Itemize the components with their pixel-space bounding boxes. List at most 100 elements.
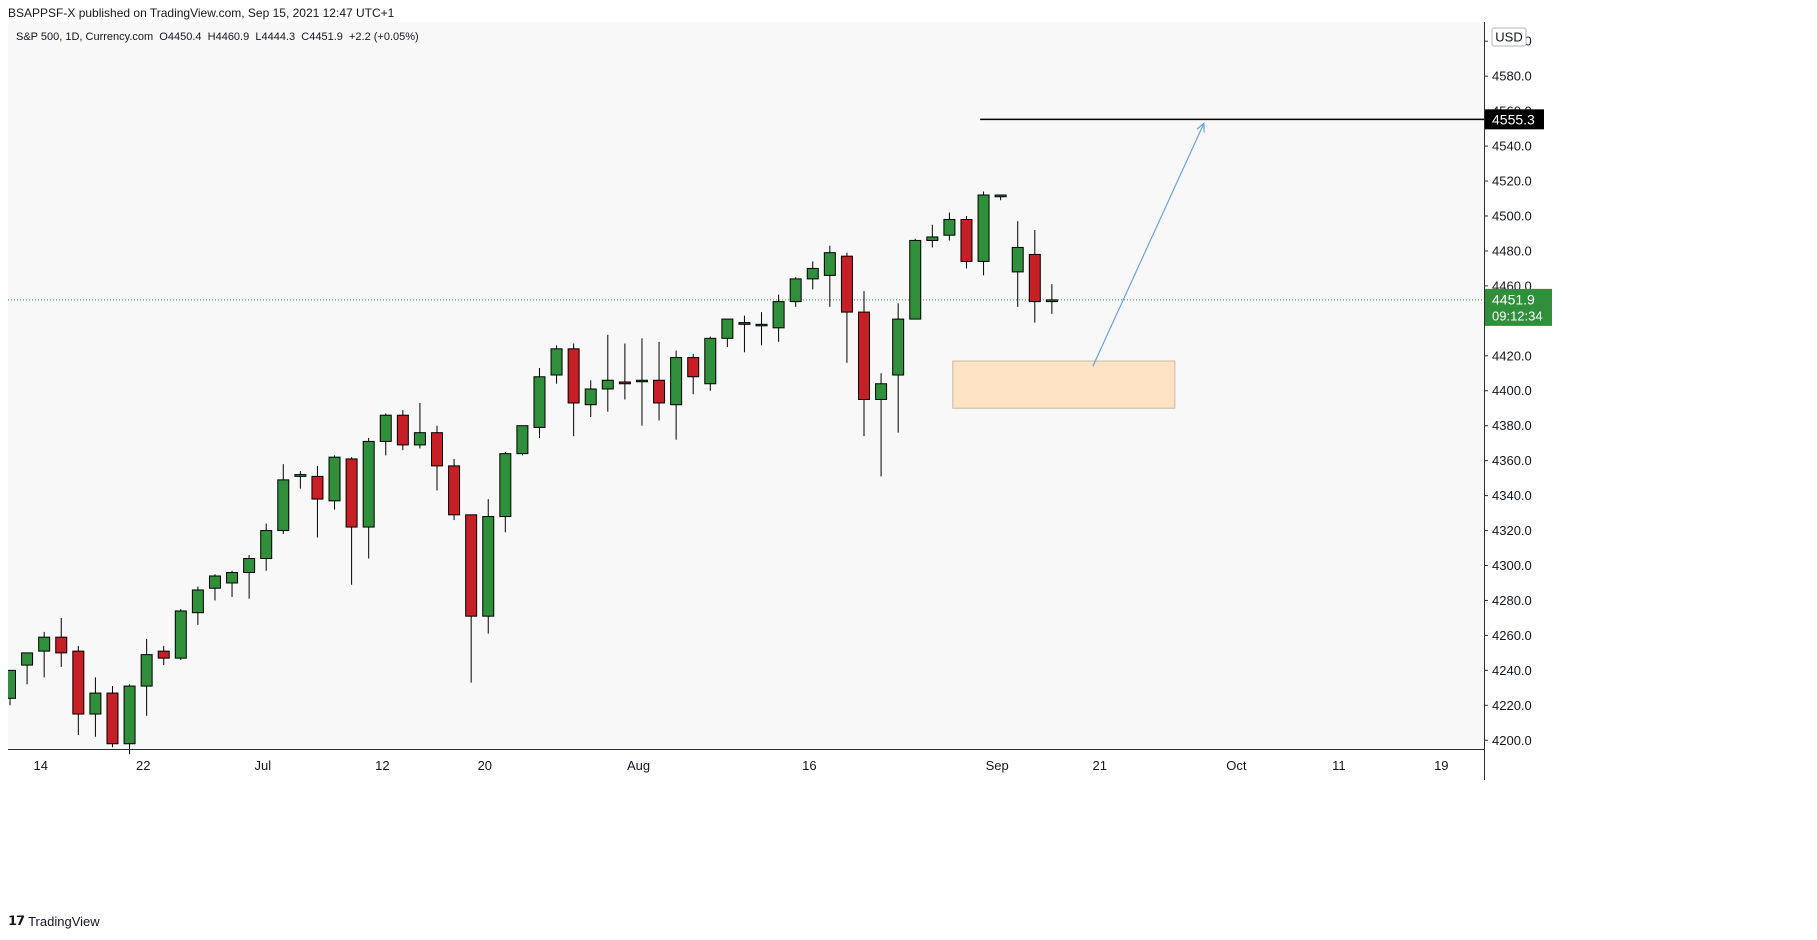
symbol-legend[interactable]: S&P 500, 1D, Currency.com O4450.4 H4460.…	[16, 31, 419, 43]
candle[interactable]	[1045, 284, 1058, 314]
candle-body	[892, 318, 905, 376]
candle[interactable]	[533, 368, 546, 438]
candle[interactable]	[72, 645, 85, 736]
time-tick-label: 14	[34, 758, 48, 773]
candle[interactable]	[943, 212, 956, 241]
projection-arrow-head	[1196, 122, 1205, 133]
candle[interactable]	[413, 402, 426, 449]
candle[interactable]	[345, 457, 358, 585]
candle[interactable]	[277, 464, 290, 535]
candle[interactable]	[635, 338, 648, 426]
candle[interactable]	[140, 638, 153, 716]
candle[interactable]	[311, 465, 324, 538]
candle[interactable]	[208, 574, 221, 601]
candle[interactable]	[772, 294, 785, 342]
target-price-badge[interactable]: 4555.3	[1485, 109, 1544, 130]
tradingview-logo-icon: 𝟭𝟳	[8, 913, 25, 928]
candle[interactable]	[653, 341, 666, 421]
bar-countdown-label: 09:12:34	[1492, 308, 1543, 323]
candle[interactable]	[89, 677, 102, 737]
footer-brand[interactable]: 𝟭𝟳 TradingView	[8, 913, 100, 929]
candle[interactable]	[431, 425, 443, 491]
candlestick-chart[interactable]: 4200.0 4220.0 4240.0 4260.0 4280.0 4300.0 4320…	[8, 22, 1772, 920]
candle[interactable]	[174, 609, 187, 660]
candle[interactable]	[157, 645, 170, 666]
current-price-badge[interactable]: 4451.909:12:34	[1485, 288, 1552, 326]
candle-body	[431, 432, 443, 467]
candle[interactable]	[379, 413, 392, 456]
symbol-info: S&P 500, 1D, Currency.com	[16, 31, 153, 43]
projection-arrow-line[interactable]	[1092, 123, 1205, 367]
candle[interactable]	[55, 617, 68, 667]
candle[interactable]	[465, 514, 478, 683]
time-tick-label: 11	[1332, 758, 1346, 773]
current-price-badge-box	[1485, 288, 1552, 326]
candle[interactable]	[1011, 221, 1024, 307]
candle[interactable]	[362, 437, 375, 559]
candle[interactable]	[875, 373, 888, 477]
price-tick-label: 4280.0	[1492, 593, 1532, 608]
price-tick-label: 4340.0	[1492, 488, 1532, 503]
plot-background[interactable]	[8, 22, 1484, 749]
candle[interactable]	[806, 261, 819, 290]
candle[interactable]	[294, 471, 307, 489]
candle[interactable]	[840, 252, 853, 363]
candle[interactable]	[960, 215, 973, 269]
candle-body	[21, 652, 34, 666]
candle[interactable]	[482, 499, 495, 634]
candle[interactable]	[892, 303, 905, 433]
candle[interactable]	[226, 570, 239, 597]
candle-body	[226, 571, 239, 584]
candle-body	[926, 236, 939, 241]
candle[interactable]	[601, 334, 614, 412]
ohlc-low-value: 4444.3	[261, 31, 295, 43]
candle[interactable]	[909, 238, 922, 320]
candle[interactable]	[789, 277, 802, 307]
candle[interactable]	[516, 425, 529, 456]
candle-body	[277, 479, 290, 532]
demand-zone-rect[interactable]	[952, 360, 1176, 409]
price-tick-label: 4540.0	[1492, 139, 1532, 154]
candle[interactable]	[499, 451, 512, 533]
candle-body	[584, 388, 597, 406]
current-price-label: 4451.9	[1492, 291, 1535, 307]
candle[interactable]	[38, 631, 51, 678]
candle[interactable]	[191, 586, 204, 625]
candle[interactable]	[721, 318, 734, 348]
candle[interactable]	[396, 409, 409, 451]
candle[interactable]	[858, 291, 870, 437]
ohlc-open-value: 4450.4	[168, 31, 202, 43]
candle-body	[89, 692, 102, 715]
currency-badge[interactable]: USD	[1491, 27, 1527, 47]
candle-body	[191, 589, 204, 614]
candle[interactable]	[328, 455, 341, 510]
candle[interactable]	[926, 224, 939, 248]
candle[interactable]	[755, 312, 768, 346]
candle[interactable]	[243, 555, 256, 599]
time-tick-label: 21	[1092, 758, 1106, 773]
candle[interactable]	[8, 669, 16, 706]
candle[interactable]	[106, 686, 119, 748]
candle[interactable]	[670, 350, 683, 440]
candle[interactable]	[823, 245, 836, 307]
candle[interactable]	[1028, 229, 1041, 323]
candle[interactable]	[260, 523, 273, 571]
candle[interactable]	[448, 458, 461, 521]
candle[interactable]	[567, 343, 580, 437]
candle-body	[499, 453, 512, 518]
candle[interactable]	[704, 336, 717, 391]
candle[interactable]	[738, 315, 751, 353]
candle[interactable]	[618, 343, 631, 400]
candle[interactable]	[687, 354, 700, 395]
candle[interactable]	[994, 194, 1007, 201]
candle[interactable]	[550, 345, 563, 384]
candle-body	[1045, 299, 1058, 303]
candle[interactable]	[21, 652, 34, 685]
candle[interactable]	[123, 684, 136, 755]
candle-body	[806, 267, 819, 280]
candles-group	[8, 191, 1058, 755]
candle-body	[840, 255, 853, 313]
candle[interactable]	[977, 191, 990, 276]
candle[interactable]	[584, 380, 597, 417]
candle-body	[106, 692, 119, 745]
